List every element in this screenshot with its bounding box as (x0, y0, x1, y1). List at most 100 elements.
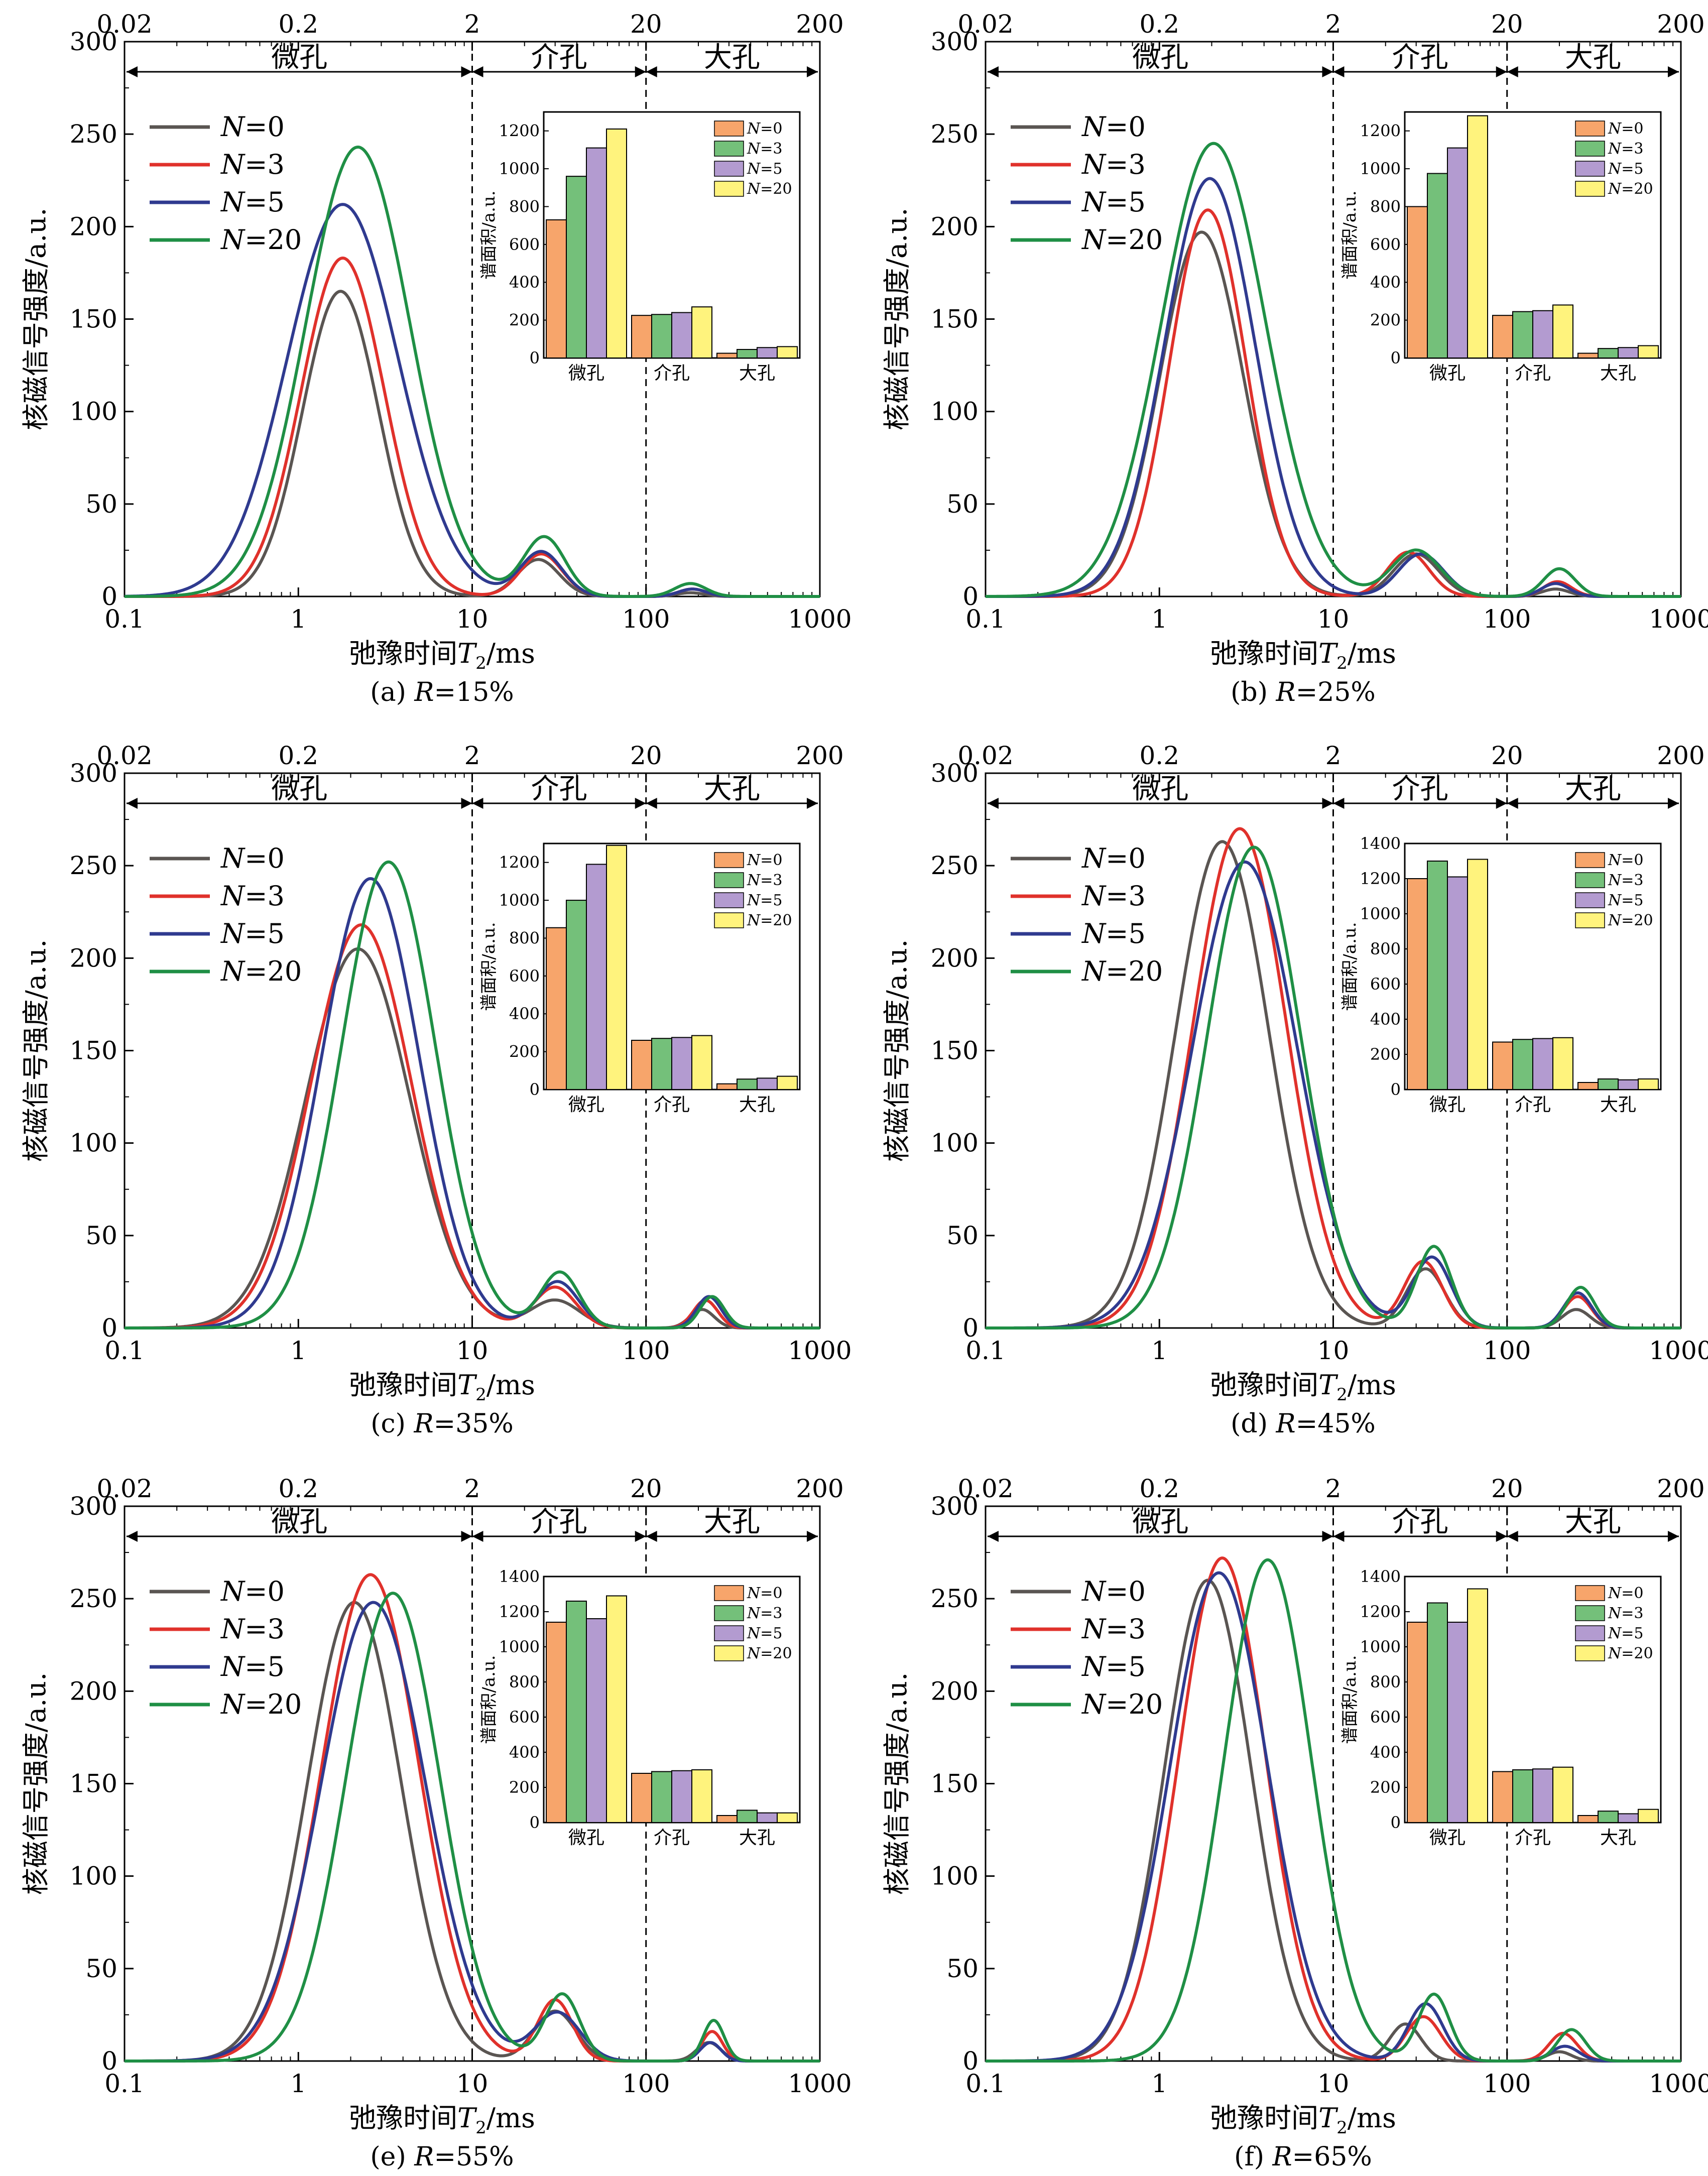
inset-bar (566, 176, 587, 358)
region-arrowhead (635, 798, 646, 809)
inset-legend-value: =0 (1621, 120, 1643, 138)
inset-legend-value: =3 (1621, 1605, 1643, 1622)
region-label: 介孔 (531, 1506, 587, 1538)
inset-bar (1532, 1768, 1553, 1823)
inset-legend-var: N (1608, 852, 1622, 869)
inset-y-tick-label: 800 (509, 928, 540, 947)
x-tick-label: 1 (290, 605, 306, 634)
inset-legend-var: N (747, 892, 761, 909)
x-axis-title-var: T (457, 638, 477, 669)
inset-legend-label: N=5 (747, 160, 782, 178)
inset-legend-label: N=20 (1608, 180, 1653, 198)
region-arrowhead (472, 66, 483, 77)
legend-var: N (220, 111, 246, 143)
inset-bar (777, 1812, 798, 1823)
legend-value: =0 (1106, 842, 1146, 874)
inset-bar (606, 128, 627, 358)
x-axis-title-unit: /ms (1348, 638, 1396, 669)
top-tick-label: 2 (464, 1474, 480, 1503)
x-tick-label: 100 (622, 2069, 670, 2098)
series-line-N5 (986, 177, 1681, 598)
x-axis-title-text: 弛豫时间 (1210, 638, 1318, 669)
legend-value: =3 (245, 880, 285, 912)
inset-legend-value: =5 (760, 160, 782, 178)
inset-y-tick-label: 200 (509, 1778, 540, 1797)
region-label: 大孔 (704, 41, 760, 74)
top-tick-label: 2 (1325, 741, 1341, 770)
x-tick-label: 1000 (788, 605, 851, 634)
legend-value: =0 (1106, 1576, 1146, 1607)
region-arrowhead (988, 1531, 999, 1542)
inset-y-tick-label: 400 (1370, 1743, 1401, 1762)
inset-legend-var: N (747, 140, 761, 158)
region-arrowhead (461, 66, 472, 77)
inset-y-tick-label: 400 (509, 273, 540, 292)
inset-legend-label: N=3 (747, 140, 782, 158)
legend-value: =0 (245, 842, 285, 874)
inset-bar (1427, 173, 1448, 358)
inset-bar (1618, 1079, 1639, 1090)
panel-caption-prefix: (e) (370, 2142, 414, 2172)
inset-legend-label: N=3 (1608, 140, 1643, 158)
inset-y-tick-label: 0 (1391, 1813, 1401, 1832)
legend-var: N (1081, 955, 1107, 987)
inset-bar (1532, 1038, 1553, 1090)
series-line-N5 (125, 203, 820, 598)
region-arrowhead (1668, 798, 1679, 809)
legend-var: N (220, 842, 246, 874)
legend-value: =5 (245, 918, 285, 949)
inset-legend-value: =20 (760, 180, 792, 198)
inset-legend-value: =20 (1621, 912, 1653, 929)
region-arrowhead (635, 66, 646, 77)
inset-bar (671, 1037, 692, 1091)
top-tick-label: 0.2 (1139, 741, 1179, 770)
inset-x-tick-label: 微孔 (568, 1095, 604, 1115)
legend-var: N (220, 1613, 246, 1645)
legend-var: N (1081, 111, 1107, 143)
inset-legend-var: N (1608, 1585, 1622, 1602)
region-label: 微孔 (1132, 1506, 1188, 1538)
inset-bar (606, 1595, 627, 1823)
inset-bar (651, 314, 672, 358)
y-tick-label: 250 (70, 851, 117, 880)
region-arrowhead (988, 66, 999, 77)
x-axis-title-sub: 2 (475, 1385, 486, 1405)
y-tick-label: 300 (931, 1492, 979, 1521)
y-tick-label: 0 (101, 1313, 117, 1343)
inset-legend-label: N=3 (747, 1605, 782, 1622)
y-tick-label: 200 (931, 1676, 979, 1706)
inset-legend-label: N=5 (1608, 1625, 1643, 1642)
legend-value: =3 (1106, 149, 1146, 180)
inset-bar (777, 1075, 798, 1091)
y-tick-label: 50 (946, 490, 979, 519)
region-label: 介孔 (531, 773, 587, 805)
x-tick-label: 0.1 (965, 1336, 1006, 1365)
inset-legend-value: =20 (1621, 1645, 1653, 1662)
y-tick-label: 200 (70, 212, 117, 241)
inset-bar (1467, 1588, 1488, 1823)
inset-legend-label: N=20 (747, 912, 792, 929)
legend-var: N (220, 224, 246, 256)
x-axis-title-var: T (457, 1369, 477, 1401)
inset-y-title: 谱面积/a.u. (1340, 922, 1360, 1011)
panel-caption-value: =65% (1292, 2142, 1372, 2172)
inset-bar (651, 1771, 672, 1823)
inset-bar (1577, 352, 1599, 358)
inset-legend-label: N=5 (1608, 892, 1643, 909)
inset-legend-var: N (1608, 872, 1622, 889)
legend-value: =20 (245, 224, 302, 256)
y-axis-title: 核磁信号强度/a.u. (881, 1672, 913, 1895)
inset-legend-swatch (714, 1585, 744, 1601)
x-axis-title-var: T (457, 2102, 477, 2134)
x-tick-label: 1000 (1649, 1336, 1708, 1365)
inset-bar (1532, 310, 1553, 358)
inset-bar (1638, 1078, 1659, 1090)
inset-legend-value: =5 (1621, 892, 1643, 909)
x-axis-title-sub: 2 (1336, 653, 1348, 673)
panel-c: 0.10.0210.210210020100020005010015020025… (20, 741, 852, 1439)
inset-legend-swatch (714, 1645, 744, 1661)
x-axis-title-sub: 2 (1336, 1385, 1348, 1405)
inset-legend-label: N=0 (747, 1585, 782, 1602)
legend-var: N (220, 955, 246, 987)
